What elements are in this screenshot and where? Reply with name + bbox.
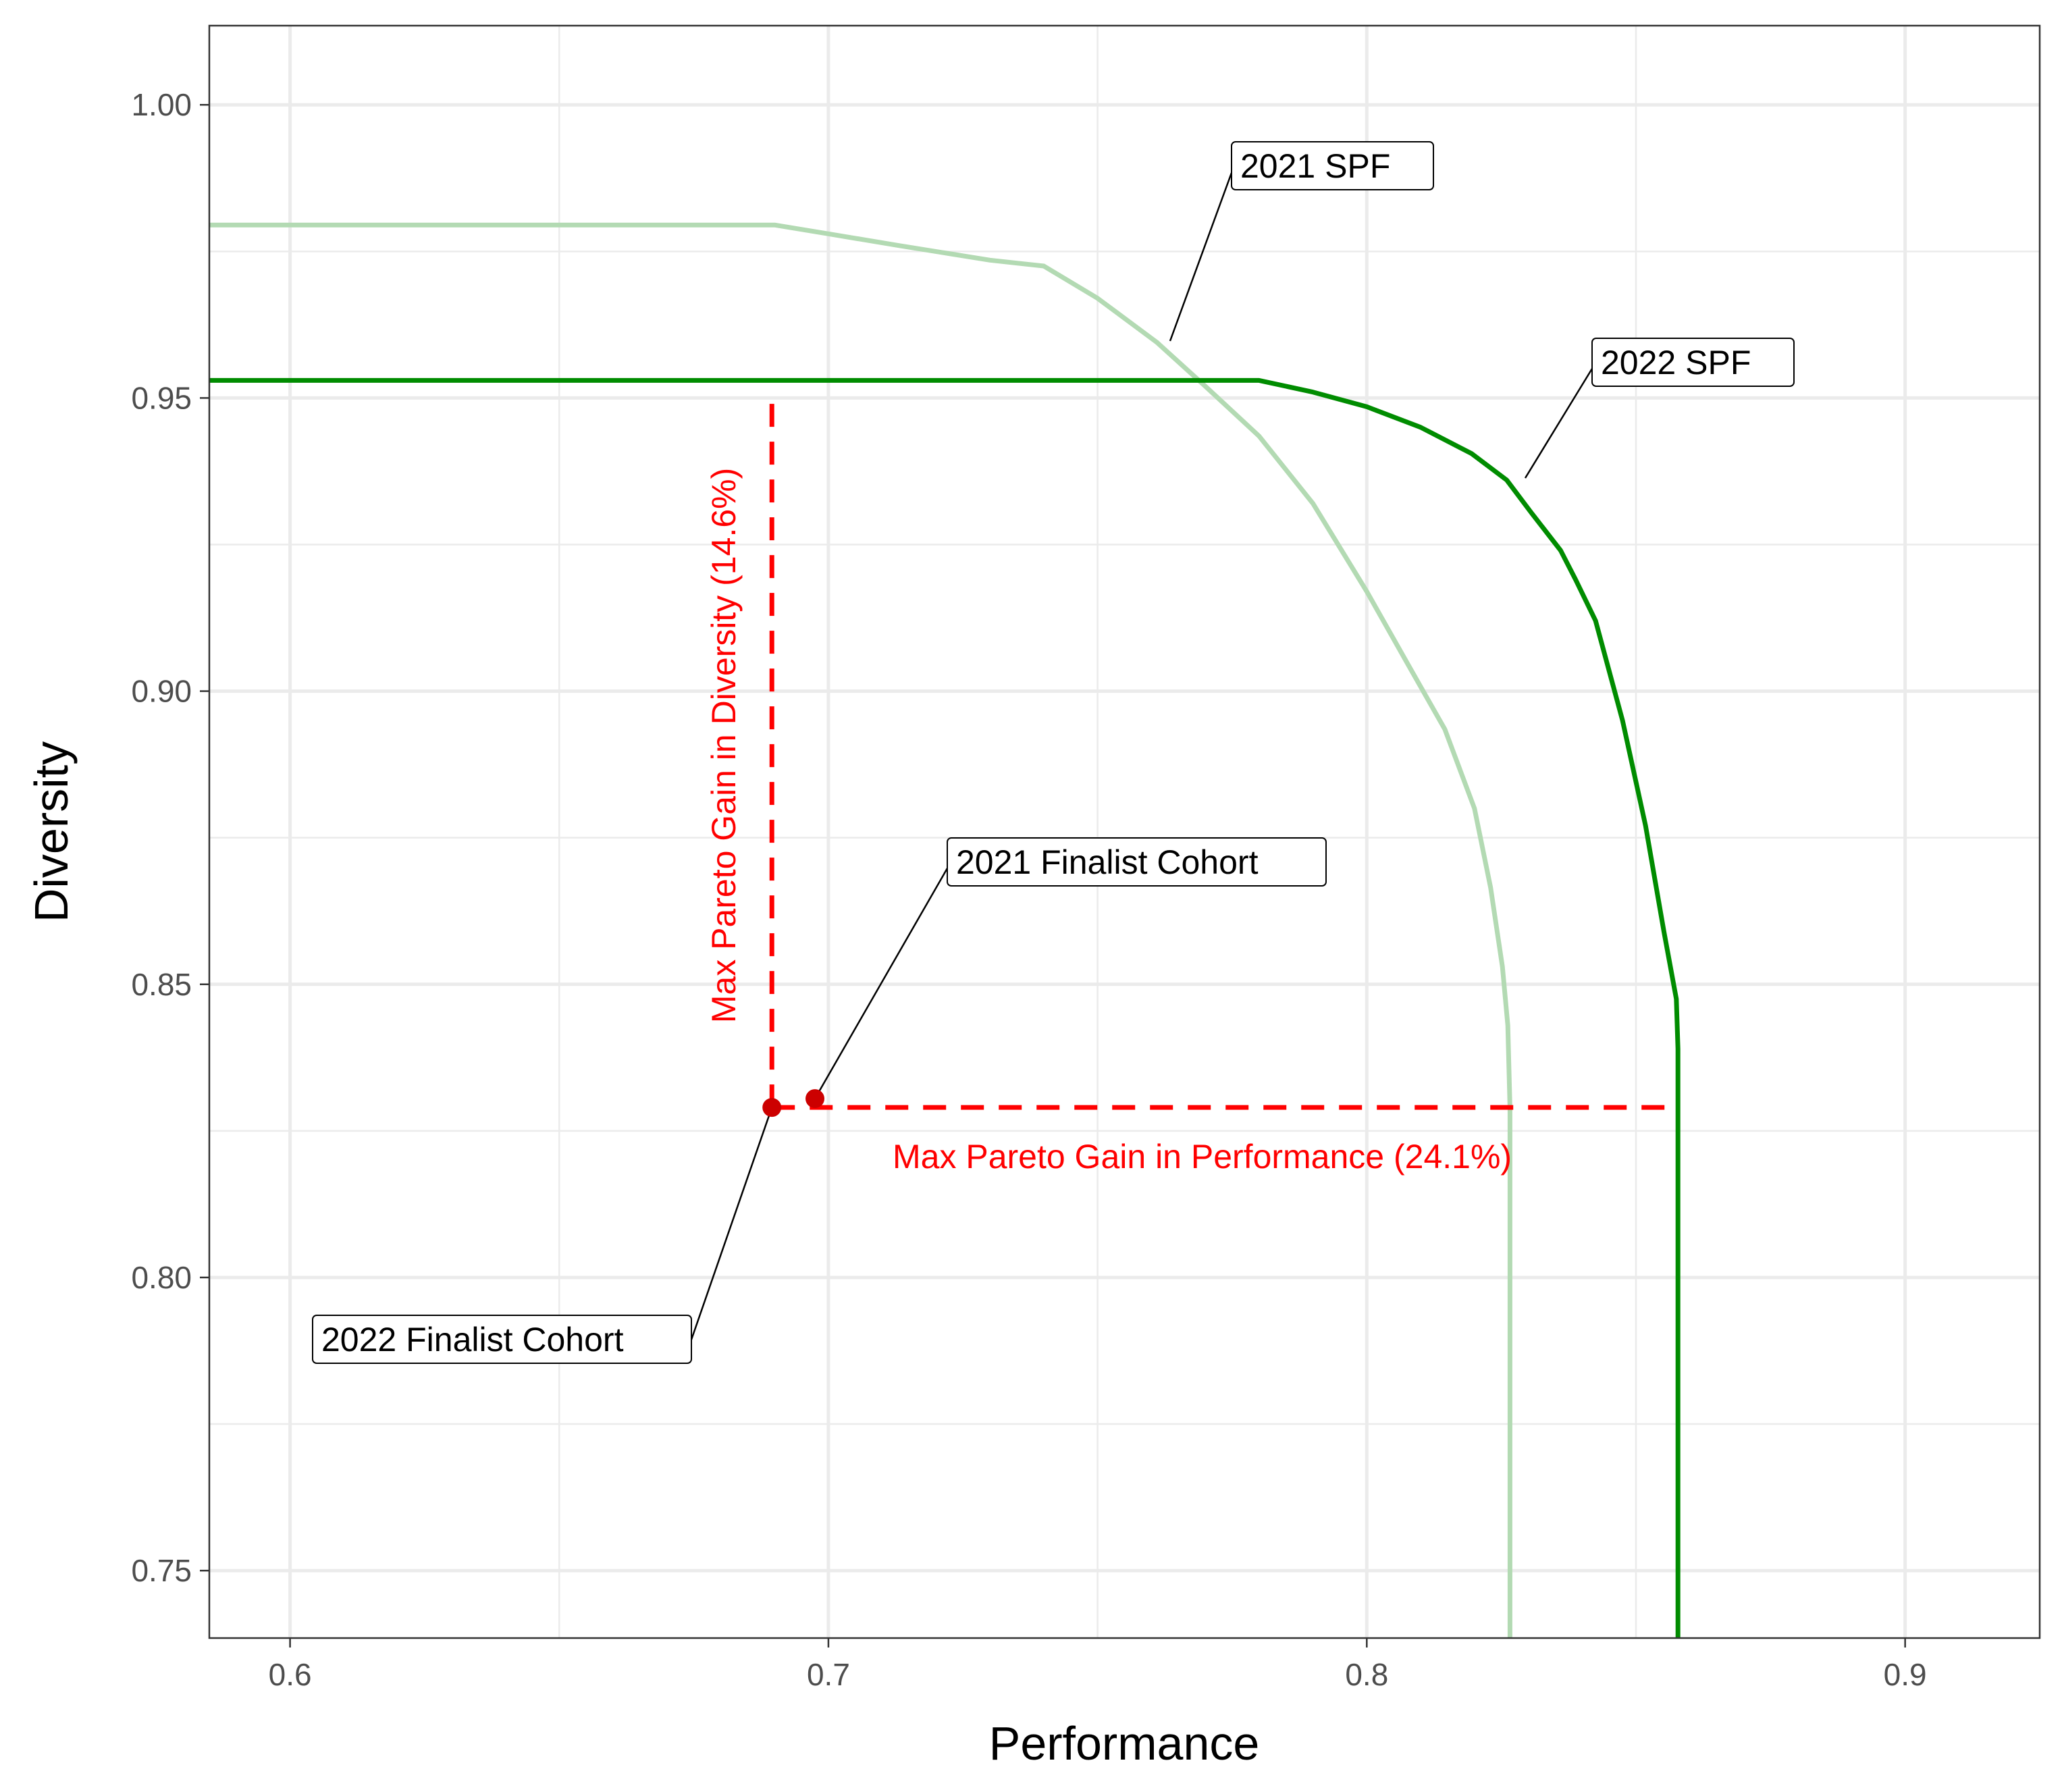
label-text: 2022 SPF [1601, 344, 1751, 381]
label-box [312, 1315, 692, 1364]
label-text: 2022 Finalist Cohort [321, 1321, 624, 1359]
y-tick-label: 0.75 [131, 1553, 192, 1588]
label-2021-finalist-cohort: 2021 Finalist Cohort [947, 837, 1327, 887]
point-2021-finalist-cohort [805, 1089, 825, 1109]
label-box [1231, 141, 1434, 190]
series-line-2022-spf [209, 377, 1681, 1638]
label-2022-finalist-cohort: 2022 Finalist Cohort [312, 1315, 692, 1364]
x-tick-label: 0.8 [1345, 1657, 1388, 1692]
y-tick-label: 0.85 [131, 967, 192, 1002]
gain-performance-label: Max Pareto Gain in Performance (24.1%) [893, 1138, 1512, 1176]
leader-2021-spf [1169, 172, 1233, 342]
y-tick-label: 0.95 [131, 380, 192, 415]
x-axis-title: Performance [989, 1717, 1260, 1770]
label-2022-spf: 2022 SPF [1591, 338, 1795, 387]
point-2022-finalist-cohort [762, 1098, 782, 1117]
y-tick-label: 0.80 [131, 1260, 192, 1295]
leader-2022-finalist-cohort [690, 1107, 773, 1340]
gain-diversity-label: Max Pareto Gain in Diversity (14.6%) [705, 468, 743, 1024]
y-tick-label: 0.90 [131, 674, 192, 709]
y-tick-label: 1.00 [131, 87, 192, 122]
y-axis-title: Diversity [25, 741, 78, 922]
tick-labels: 0.6 0.7 0.8 0.9 0.75 0.80 0.85 0.90 0.95 1.00 [131, 87, 1926, 1692]
label-2021-spf: 2021 SPF [1231, 141, 1434, 190]
x-tick-label: 0.6 [269, 1657, 312, 1692]
major-gridlines [209, 26, 2040, 1638]
label-text: 2021 SPF [1240, 147, 1390, 185]
series-layer [209, 222, 1681, 1638]
series-line-2021-spf [209, 222, 1512, 1638]
label-box [1591, 338, 1795, 387]
x-tick-label: 0.7 [807, 1657, 850, 1692]
cohort-points [762, 1089, 825, 1117]
annotation-labels: 2021 SPF 2022 SPF 2021 Finalist Cohort 2… [312, 141, 1795, 1364]
label-box [947, 837, 1327, 887]
leader-2022-spf [1524, 368, 1593, 479]
pareto-gain-lines [769, 404, 1678, 1110]
annotation-leader-lines [690, 172, 1593, 1340]
label-text: 2021 Finalist Cohort [956, 843, 1259, 881]
plot-panel-border [208, 24, 2041, 1639]
leader-2021-finalist-cohort [814, 868, 949, 1099]
x-tick-label: 0.9 [1884, 1657, 1927, 1692]
axis-ticks [200, 103, 1906, 1648]
